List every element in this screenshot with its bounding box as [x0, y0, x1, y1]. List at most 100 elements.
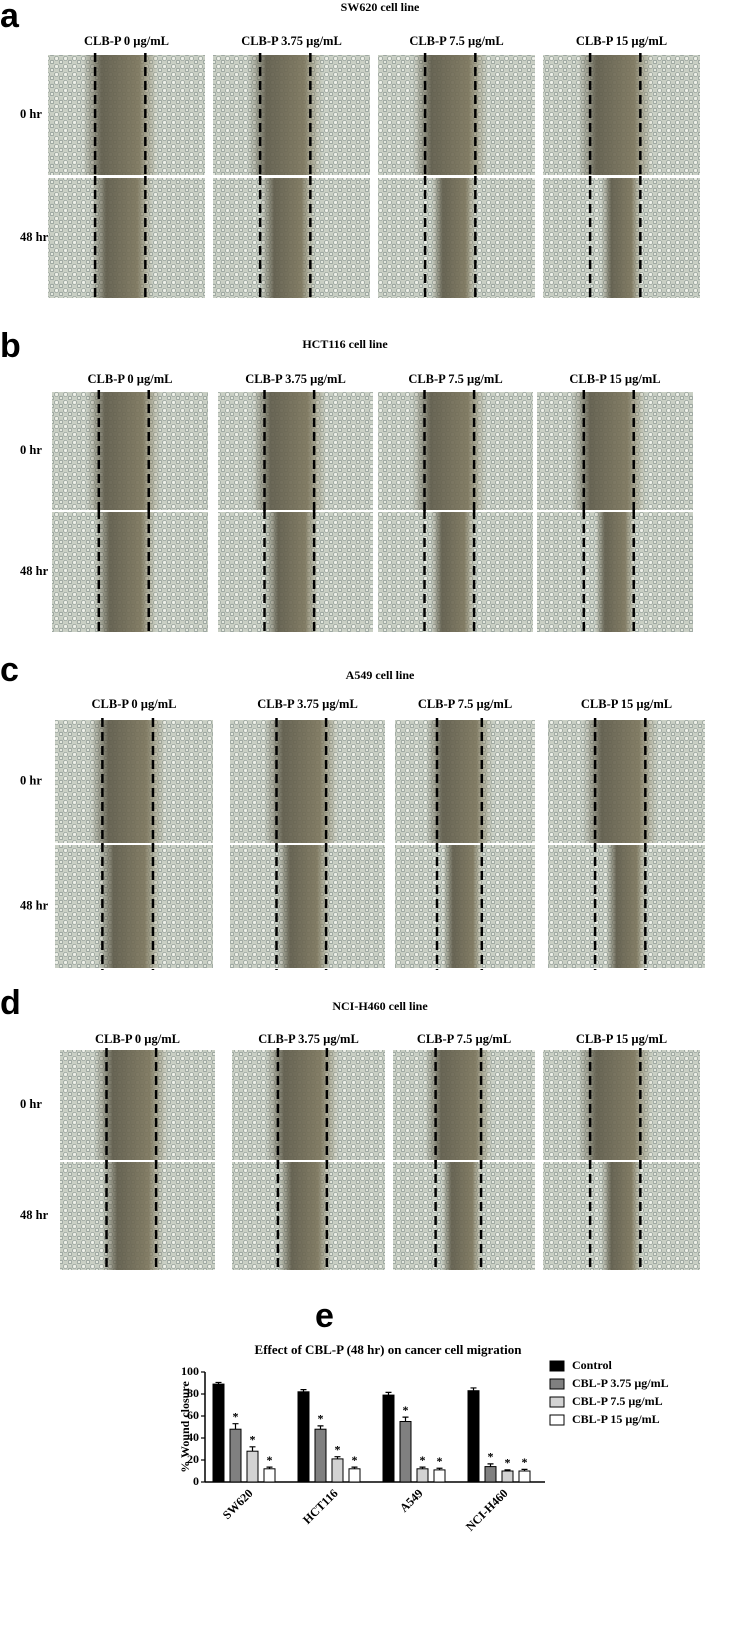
error-bar	[232, 1423, 239, 1430]
row-label: 0 hr	[20, 773, 42, 787]
column-label: CLB-P 0 µg/mL	[92, 697, 177, 711]
y-tick-label: 40	[187, 1430, 199, 1444]
bar	[484, 1466, 497, 1483]
y-axis-label: % Wound closure	[178, 1381, 192, 1473]
error-bar	[402, 1416, 409, 1422]
chart-title: Effect of CBL-P (48 hr) on cancer cell m…	[255, 1342, 523, 1357]
error-bar	[300, 1389, 307, 1392]
panel-title: SW620 cell line	[341, 0, 420, 14]
micrograph	[537, 510, 693, 634]
column-label: CLB-P 3.75 µg/mL	[245, 372, 346, 386]
column-label: CLB-P 0 µg/mL	[88, 372, 173, 386]
micrograph	[230, 718, 385, 845]
error-bar	[385, 1391, 392, 1396]
micrograph	[393, 1048, 535, 1162]
wound-area	[97, 845, 161, 968]
wound-area	[582, 720, 658, 843]
bar	[331, 1458, 344, 1483]
x-tick-label: A549	[397, 1486, 426, 1515]
error-bar	[334, 1456, 341, 1459]
wound-area	[601, 178, 642, 298]
wound-area	[577, 1050, 653, 1160]
column-label: CLB-P 15 µg/mL	[569, 372, 660, 386]
column-label: CLB-P 0 µg/mL	[95, 1032, 180, 1046]
panel-letter: a	[0, 0, 20, 35]
bar	[518, 1470, 531, 1483]
micrograph	[395, 718, 535, 845]
micrograph	[52, 510, 208, 634]
panel-letter: b	[0, 327, 21, 365]
legend-label: CBL-P 7.5 µg/mL	[572, 1394, 663, 1408]
column-label: CLB-P 7.5 µg/mL	[409, 34, 503, 48]
significance-mark: *	[335, 1442, 341, 1456]
row-label: 48 hr	[20, 1208, 49, 1222]
micrograph	[543, 176, 700, 300]
wound-area	[601, 1162, 642, 1270]
micrograph	[60, 1160, 215, 1272]
bar	[263, 1468, 276, 1483]
micrograph	[213, 53, 370, 177]
error-bar	[266, 1466, 273, 1469]
micrograph	[537, 390, 693, 512]
micrograph	[232, 1160, 385, 1272]
row-label: 0 hr	[20, 107, 42, 121]
column-label: CLB-P 15 µg/mL	[576, 1032, 667, 1046]
wound-area	[264, 512, 319, 632]
column-label: CLB-P 15 µg/mL	[576, 34, 667, 48]
micrograph	[218, 390, 373, 512]
bar	[382, 1394, 395, 1483]
column-label: CLB-P 7.5 µg/mL	[418, 697, 512, 711]
micrograph	[230, 843, 385, 970]
significance-mark: *	[437, 1454, 443, 1468]
wound-area	[577, 55, 653, 175]
significance-mark: *	[488, 1450, 494, 1464]
panel-title: HCT116 cell line	[302, 337, 388, 351]
micrograph	[543, 1160, 700, 1272]
significance-mark: *	[250, 1433, 256, 1447]
column-label: CLB-P 7.5 µg/mL	[417, 1032, 511, 1046]
wound-area	[94, 512, 157, 632]
significance-mark: *	[420, 1453, 426, 1467]
micrograph	[548, 843, 705, 970]
panel-letter: e	[315, 1297, 334, 1335]
micrograph	[55, 718, 213, 845]
micrograph	[543, 53, 700, 177]
legend-swatch	[549, 1360, 565, 1372]
row-label: 48 hr	[20, 564, 49, 578]
bar	[433, 1469, 446, 1483]
bar	[212, 1383, 225, 1483]
significance-mark: *	[318, 1412, 324, 1426]
significance-mark: *	[352, 1453, 358, 1467]
wound-area	[430, 512, 476, 632]
panel-letter: c	[0, 651, 19, 689]
wound-area	[594, 512, 636, 632]
x-tick-label: HCT116	[300, 1486, 341, 1527]
legend-label: CBL-P 3.75 µg/mL	[572, 1376, 669, 1390]
error-bar	[249, 1446, 256, 1452]
column-label: CLB-P 0 µg/mL	[84, 34, 169, 48]
column-label: CLB-P 3.75 µg/mL	[258, 1032, 359, 1046]
y-tick-label: 100	[181, 1364, 199, 1378]
error-bar	[521, 1468, 528, 1471]
micrograph	[55, 843, 213, 970]
significance-mark: *	[233, 1409, 239, 1423]
error-bar	[470, 1387, 477, 1391]
row-label: 48 hr	[20, 898, 49, 912]
micrograph	[548, 718, 705, 845]
micrograph	[543, 1048, 700, 1162]
wound-area	[277, 1162, 332, 1270]
column-label: CLB-P 3.75 µg/mL	[241, 34, 342, 48]
legend-swatch	[549, 1396, 565, 1408]
micrograph	[52, 390, 208, 512]
wound-area	[431, 178, 477, 298]
significance-mark: *	[505, 1456, 511, 1470]
micrograph	[48, 176, 205, 300]
bar	[246, 1450, 259, 1483]
significance-mark: *	[403, 1403, 409, 1417]
wound-area	[247, 55, 323, 175]
error-bar	[504, 1469, 511, 1471]
column-label: CLB-P 3.75 µg/mL	[257, 697, 358, 711]
panel-title: A549 cell line	[346, 668, 415, 682]
micrograph	[218, 510, 373, 634]
